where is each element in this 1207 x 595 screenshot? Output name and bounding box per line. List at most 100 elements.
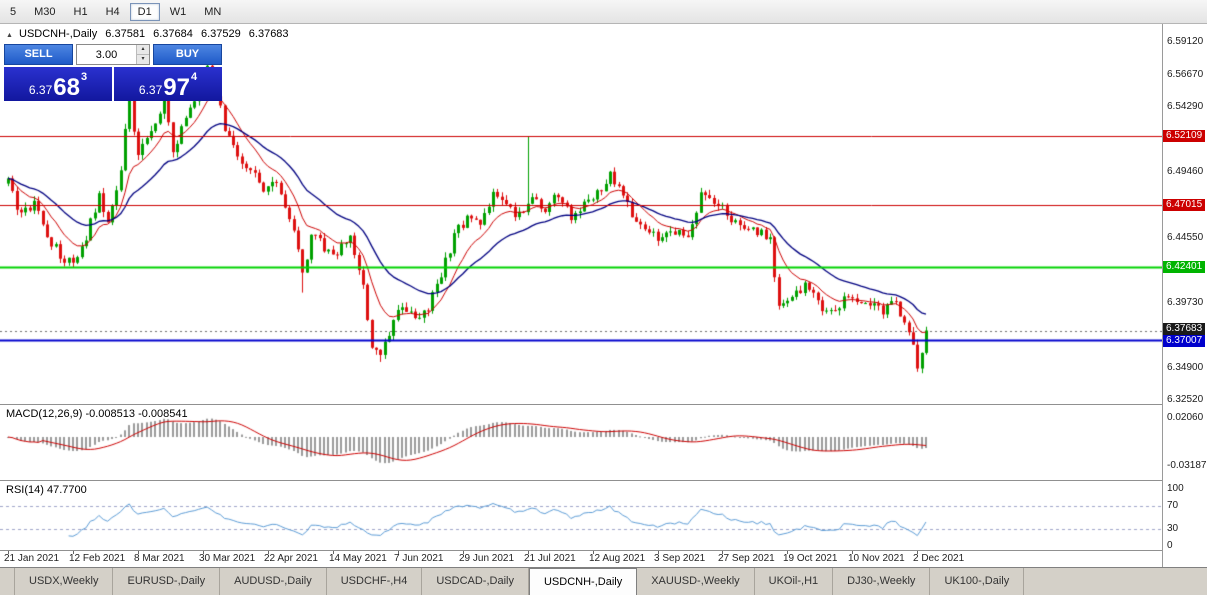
date-axis[interactable]: 21 Jan 2021 12 Feb 2021 8 Mar 2021 30 Mar 2… [0,551,1162,567]
chart-tab-usdcnh-daily[interactable]: USDCNH-,Daily [528,568,638,595]
price-axis-label: 6.54290 [1167,101,1204,112]
date-tick [593,551,594,554]
bid-big-figure: 6.37 [28,83,53,97]
sell-button[interactable]: SELL [4,44,73,65]
volume-increase-button[interactable]: ▴ [137,45,149,54]
date-axis-label: 14 May 2021 [329,553,387,564]
open-value: 6.37581 [105,28,146,40]
collapse-arrow-icon[interactable]: ▲ [6,32,13,39]
ask-point: 4 [190,71,198,83]
price-tag-6-52109: 6.52109 [1163,130,1206,143]
panel-separator [0,550,1207,551]
low-value: 6.37529 [200,28,241,40]
date-axis-label: 2 Dec 2021 [913,553,965,564]
price-tag-6-37683: 6.37683 [1163,323,1206,336]
price-axis-label: 6.59120 [1167,36,1204,47]
price-tag-6-47015: 6.47015 [1163,198,1206,211]
high-value: 6.37684 [153,28,193,40]
date-axis-label: 29 Jun 2021 [459,553,515,564]
timeframe-button-5[interactable]: 5 [10,5,17,18]
date-tick [463,551,464,554]
price-axis-label: 6.56670 [1167,68,1204,80]
date-axis-label: 22 Apr 2021 [264,553,318,564]
price-axis[interactable]: 6.59120 6.56670 6.54290 6.49460 6.44550 6.397… [1162,24,1207,567]
chart-tab-xauusd-weekly[interactable]: XAUUSD-,Weekly [637,568,755,595]
date-tick [917,551,918,554]
chart-tab-dj30-weekly[interactable]: DJ30-,Weekly [833,568,931,595]
close-value: 6.37683 [248,28,289,40]
timeframe-button-w1[interactable]: W1 [169,5,187,18]
date-tick [203,551,204,554]
date-tick [787,551,788,554]
chart-tab-eurusd-daily[interactable]: EURUSD-,Daily [113,568,221,595]
rsi-indicator-canvas[interactable] [0,481,1162,550]
date-axis-label: 19 Oct 2021 [783,553,838,564]
bid-price-display[interactable]: 6.37 68 3 [4,67,112,101]
macd-axis-label: 0.02060 [1167,412,1204,424]
price-axis-label: 6.34900 [1167,361,1204,373]
date-tick [8,551,9,554]
buy-button[interactable]: BUY [153,44,222,65]
rsi-axis-label: 30 [1167,522,1179,534]
price-axis-label: 6.49460 [1167,166,1204,177]
chart-title: ▲ USDCNH-,Daily 6.37581 6.37684 6.37529 … [6,28,289,40]
timeframe-toolbar: 5 M30 H1 H4 D1 W1 MN [0,0,1207,24]
date-axis-label: 12 Aug 2021 [589,553,646,564]
rsi-axis-label: 70 [1167,500,1179,512]
chart-tab-usdchf-h4[interactable]: USDCHF-,H4 [327,568,423,595]
volume-box: ▴ ▾ [76,44,150,65]
date-axis-label: 21 Jan 2021 [4,553,60,564]
timeframe-button-d1[interactable]: D1 [129,2,160,21]
ask-pips: 97 [163,73,190,101]
chart-tab-uk100-daily[interactable]: UK100-,Daily [930,568,1025,595]
chart-tab-ukoil-h1[interactable]: UKOil-,H1 [755,568,834,595]
date-axis-label: 12 Feb 2021 [69,553,126,564]
date-tick [268,551,269,554]
ask-big-figure: 6.37 [138,83,163,97]
price-tag-6-42401: 6.42401 [1163,261,1206,274]
chart-tab-audusd-daily[interactable]: AUDUSD-,Daily [220,568,327,595]
macd-axis-label: -0.03187 [1167,460,1207,472]
date-tick [138,551,139,554]
date-axis-label: 8 Mar 2021 [134,553,185,564]
date-axis-label: 10 Nov 2021 [848,553,905,564]
date-tick [398,551,399,554]
rsi-label: RSI(14) 47.7700 [6,484,87,496]
bid-point: 3 [80,71,88,83]
volume-spinner: ▴ ▾ [136,45,149,64]
price-tag-6-37007: 6.37007 [1163,335,1206,348]
price-axis-label: 6.44550 [1167,232,1204,244]
macd-label: MACD(12,26,9) -0.008513 -0.008541 [6,408,188,420]
date-tick [528,551,529,554]
date-tick [722,551,723,554]
date-axis-label: 30 Mar 2021 [199,553,256,564]
volume-decrease-button[interactable]: ▾ [137,54,149,64]
chart-tab-usdcad-daily[interactable]: USDCAD-,Daily [422,568,529,595]
volume-input[interactable] [77,45,136,64]
chart-tabs-bar: USDX,Weekly EURUSD-,Daily AUDUSD-,Daily USD… [0,567,1207,595]
date-tick [333,551,334,554]
date-axis-label: 27 Sep 2021 [718,553,775,564]
rsi-axis-label: 100 [1167,483,1184,494]
date-axis-label: 21 Jul 2021 [524,553,576,564]
timeframe-button-h4[interactable]: H4 [105,5,120,18]
chart-tab-usdx-weekly[interactable]: USDX,Weekly [14,568,114,595]
panel-separator[interactable] [0,480,1207,481]
panel-separator[interactable] [0,404,1207,405]
date-tick [73,551,74,554]
date-axis-label: 7 Jun 2021 [394,553,444,564]
bid-pips: 68 [53,73,80,101]
timeframe-button-mn[interactable]: MN [204,5,222,18]
price-axis-label: 6.32520 [1167,394,1204,405]
date-axis-label: 3 Sep 2021 [654,553,706,564]
timeframe-button-m30[interactable]: M30 [34,5,56,18]
date-tick [658,551,659,554]
ask-price-display[interactable]: 6.37 97 4 [114,67,222,101]
symbol-period-label: USDCNH-,Daily [19,28,98,40]
date-tick [852,551,853,554]
timeframe-button-h1[interactable]: H1 [73,5,88,18]
macd-indicator-canvas[interactable] [0,405,1162,480]
price-axis-label: 6.39730 [1167,296,1204,308]
